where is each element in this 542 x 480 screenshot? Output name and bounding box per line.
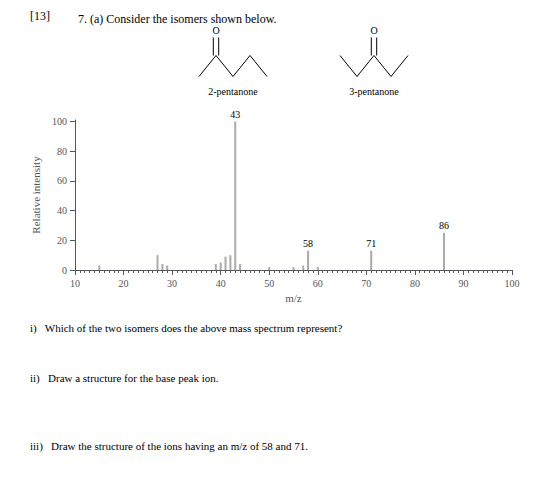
svg-text:90: 90 — [458, 278, 468, 289]
svg-text:40: 40 — [216, 278, 226, 289]
svg-text:58: 58 — [303, 238, 313, 249]
svg-text:7. (a) Consider the isomers sh: 7. (a) Consider the isomers shown below. — [78, 12, 277, 26]
svg-text:50: 50 — [264, 278, 274, 289]
svg-text:70: 70 — [361, 278, 371, 289]
svg-text:O: O — [212, 25, 219, 36]
svg-text:iii) Draw the structure of t: iii) Draw the structure of the ions havi… — [30, 440, 308, 453]
svg-text:60: 60 — [313, 278, 323, 289]
svg-text:100: 100 — [52, 116, 67, 127]
svg-text:30: 30 — [167, 278, 177, 289]
svg-text:20: 20 — [119, 278, 129, 289]
svg-text:m/z: m/z — [285, 292, 302, 304]
svg-text:43: 43 — [230, 109, 240, 120]
svg-text:Relative intensity: Relative intensity — [30, 156, 42, 234]
svg-text:80: 80 — [410, 278, 420, 289]
svg-text:80: 80 — [57, 146, 67, 157]
svg-text:2-pentanone: 2-pentanone — [208, 86, 258, 97]
svg-text:O: O — [370, 25, 377, 36]
svg-text:[13]: [13] — [30, 9, 50, 23]
svg-text:ii) Draw a structure for the: ii) Draw a structure for the base peak i… — [30, 372, 219, 385]
svg-text:100: 100 — [505, 278, 520, 289]
svg-text:0: 0 — [62, 265, 67, 276]
svg-text:20: 20 — [57, 235, 67, 246]
svg-text:40: 40 — [57, 205, 67, 216]
svg-text:i) Which of the two isomers: i) Which of the two isomers does the abo… — [30, 322, 342, 335]
svg-text:71: 71 — [366, 238, 376, 249]
svg-text:10: 10 — [70, 278, 80, 289]
svg-text:86: 86 — [439, 220, 449, 231]
svg-text:60: 60 — [57, 175, 67, 186]
svg-text:3-pentanone: 3-pentanone — [349, 86, 399, 97]
